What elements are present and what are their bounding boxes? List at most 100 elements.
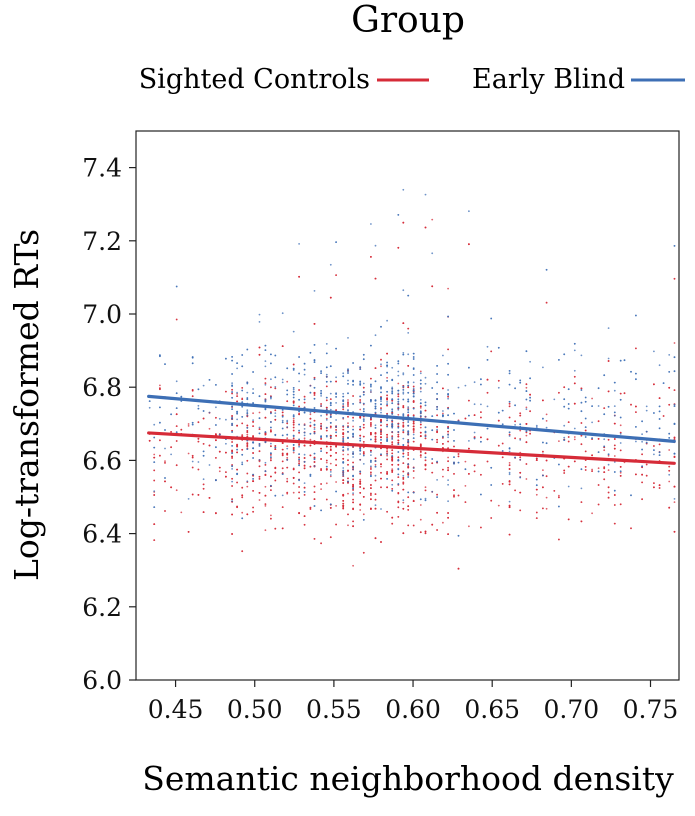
data-point [298,372,300,375]
data-point [529,360,531,363]
data-point [558,538,560,541]
data-point [231,424,234,426]
data-point [153,446,156,449]
data-point [335,434,337,437]
data-point [313,424,316,426]
data-point [391,438,394,440]
data-points [148,188,676,570]
data-point [424,463,427,466]
data-point [508,400,511,403]
data-point [407,472,410,475]
data-point [563,398,566,401]
data-point [258,353,261,356]
data-point [486,427,489,430]
data-point [424,409,427,412]
data-point [391,399,394,402]
data-point [303,437,306,440]
data-point [246,414,249,417]
data-point [412,385,415,388]
data-point [362,487,365,490]
data-point [442,475,444,478]
data-point [352,419,354,422]
data-point [641,453,643,456]
data-point [286,393,289,396]
data-point [231,452,234,454]
data-point [292,396,295,399]
data-point [153,523,156,525]
data-point [391,392,394,395]
data-point [370,461,372,463]
data-point [202,483,205,486]
data-point [508,372,511,375]
data-point [397,382,400,385]
data-point [335,376,337,379]
data-point [391,366,394,369]
data-point [402,373,405,376]
data-point [298,464,300,467]
data-point [558,463,560,466]
data-point [325,366,328,369]
data-point [658,410,661,413]
data-point [391,431,394,433]
data-point [241,496,244,499]
data-point [359,482,362,485]
data-point [386,376,388,379]
data-point [215,446,217,449]
data-point [453,473,455,475]
data-point [431,429,434,432]
data-point [514,420,516,423]
data-point [374,244,377,247]
data-point [359,434,362,437]
data-point [447,348,449,351]
data-point [159,439,161,442]
data-point [597,503,600,506]
data-point [514,404,516,407]
data-point [412,425,415,428]
data-point [402,501,405,504]
data-point [329,436,332,438]
data-point [252,473,255,476]
data-point [352,525,354,528]
data-point [313,498,316,500]
data-point [497,379,500,382]
data-point [246,459,249,462]
data-point [613,405,616,407]
data-point [453,429,455,431]
data-point [658,427,661,430]
data-point [303,395,306,398]
data-point [218,470,221,473]
data-point [335,452,337,454]
data-point [342,507,345,510]
data-point [225,451,227,454]
data-point [359,486,362,488]
data-point [508,431,511,434]
data-point [303,411,306,414]
data-point [359,459,362,461]
data-point [225,357,227,360]
data-point [303,482,306,484]
data-point [202,450,205,453]
data-point [352,485,354,487]
data-point [325,385,328,388]
data-point [281,434,284,437]
data-point [335,481,337,483]
data-point [468,210,470,213]
data-point [407,411,410,414]
data-point [514,456,516,459]
data-point [153,423,156,426]
data-point [424,530,427,533]
data-point [309,384,312,387]
data-point [380,374,382,376]
data-point [286,447,289,450]
data-point [246,485,249,488]
data-point [464,468,467,471]
data-point [486,391,489,394]
data-point [619,503,622,506]
data-point [584,466,587,468]
data-point [380,363,382,366]
data-point [386,478,388,480]
data-point [508,433,511,436]
data-point [335,419,337,421]
data-point [175,413,178,416]
data-point [303,424,306,426]
